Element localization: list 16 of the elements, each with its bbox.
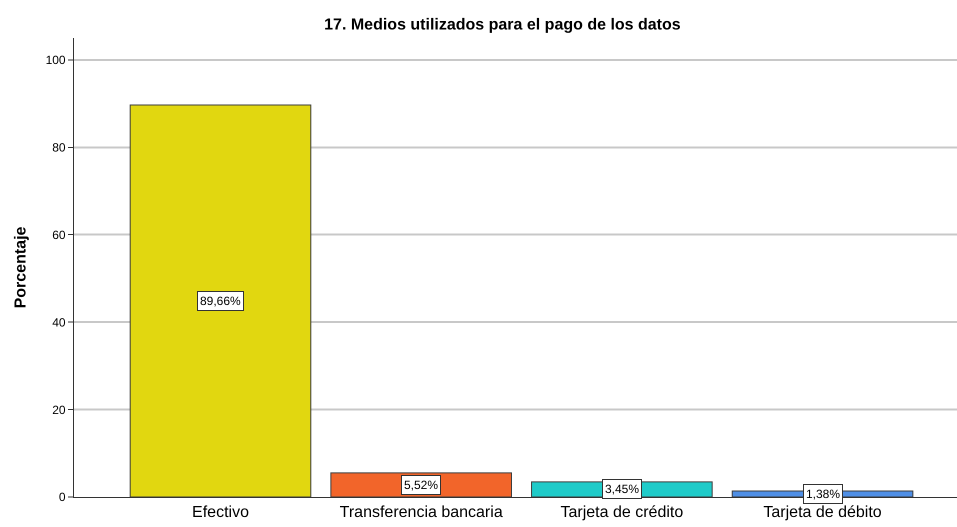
y-tick-label: 80 [52,140,66,154]
y-tick-label: 20 [52,402,66,417]
x-tick-label: Efectivo [192,504,250,522]
data-label: 89,66% [200,294,242,308]
y-tick-label: 60 [52,228,66,242]
data-label: 1,38% [806,487,840,501]
x-tick-label: Transferencia bancaria [340,504,503,522]
chart-title: 17. Medios utilizados para el pago de los datos [324,16,681,34]
y-axis-title: Porcentaje [12,226,30,308]
x-tick-label: Tarjeta de crédito [560,504,684,522]
data-label: 3,45% [605,482,640,496]
y-tick-label: 0 [58,490,66,504]
y-tick-label: 40 [52,315,66,330]
y-tick-label: 100 [46,53,66,68]
x-tick-label: Tarjeta de débito [763,504,882,522]
data-label: 5,52% [404,478,438,492]
